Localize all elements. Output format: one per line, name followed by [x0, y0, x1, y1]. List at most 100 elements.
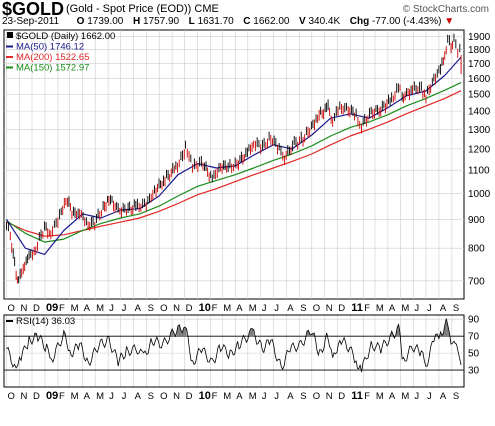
legend-entry: $GOLD (Daily) 1662.00 [16, 31, 115, 42]
price-x-tick-label: D [338, 303, 345, 314]
price-x-tick-label: S [453, 303, 459, 314]
price-x-tick-label: 09 [46, 302, 58, 314]
rsi-x-tick-label: M [96, 391, 104, 402]
price-x-tick-label: F [364, 303, 370, 314]
change-label: Chg [349, 16, 370, 27]
legend-entry: MA(50) 1746.12 [16, 42, 84, 53]
price-y-tick-label: 1700 [468, 59, 491, 70]
rsi-overbought-fill [170, 329, 174, 337]
chart-title: $GOLD [2, 0, 64, 20]
rsi-x-tick-label: S [300, 391, 306, 402]
rsi-x-tick-label: J [262, 391, 267, 402]
high-value: 1757.90 [142, 16, 180, 27]
rsi-x-tick-label: A [135, 391, 142, 402]
legend-entry: MA(150) 1572.97 [16, 63, 89, 74]
price-x-tick-label: O [8, 303, 15, 314]
price-x-tick-label: A [84, 303, 91, 314]
rsi-x-tick-label: A [84, 391, 91, 402]
rsi-y-tick-label: 90 [468, 315, 480, 326]
rsi-x-tick-label: A [440, 391, 447, 402]
rsi-x-tick-label: F [364, 391, 370, 402]
rsi-overbought-fill [249, 328, 254, 337]
price-x-tick-label: M [223, 303, 231, 314]
rsi-x-tick-label: M [249, 391, 257, 402]
price-x-tick-label: D [186, 303, 193, 314]
price-x-tick-label: O [313, 303, 320, 314]
rsi-x-tick-label: A [236, 391, 243, 402]
rsi-y-tick-label: 30 [468, 366, 480, 377]
price-x-tick-label: N [20, 303, 27, 314]
price-y-tick-label: 1600 [468, 74, 491, 85]
rsi-x-tick-label: O [8, 391, 15, 402]
symbol: $GOLD [2, 0, 65, 19]
change-value: -77.00 (-4.43%) [371, 16, 442, 27]
rsi-y-tick-label: 50 [468, 349, 480, 360]
legend-swatch [7, 32, 13, 38]
rsi-legend-entry: RSI(14) 36.03 [16, 316, 75, 327]
rsi-x-tick-label: N [173, 391, 180, 402]
volume-value: 340.4K [308, 16, 341, 27]
price-y-tick-label: 1500 [468, 90, 491, 101]
price-x-tick-label: M [401, 303, 409, 314]
price-x-tick-label: 11 [351, 302, 363, 314]
price-y-tick-label: 1000 [468, 189, 491, 200]
close-value: 1662.00 [253, 16, 290, 27]
price-x-tick-label: N [326, 303, 333, 314]
price-x-tick-label: J [274, 303, 279, 314]
price-x-tick-label: F [59, 303, 65, 314]
rsi-x-tick-label: O [313, 391, 320, 402]
rsi-x-tick-label: O [160, 391, 167, 402]
open-value: 1739.00 [87, 16, 124, 27]
price-x-tick-label: M [249, 303, 257, 314]
rsi-x-tick-label: D [186, 391, 193, 402]
price-x-tick-label: M [96, 303, 104, 314]
description: (Gold - Spot Price (EOD)) [66, 3, 192, 15]
price-y-tick-label: 800 [468, 244, 485, 255]
rsi-x-tick-label: S [453, 391, 459, 402]
rsi-x-tick-label: 10 [199, 390, 211, 402]
price-y-tick-label: 1100 [468, 166, 490, 177]
chart-subtitle: (Gold - Spot Price (EOD)) CME [66, 3, 219, 15]
price-x-tick-label: A [440, 303, 447, 314]
ma150-line [6, 82, 462, 243]
date: 23-Sep-2011 [2, 16, 60, 27]
price-x-tick-label: J [427, 303, 432, 314]
rsi-x-tick-label: N [20, 391, 27, 402]
rsi-x-tick-label: J [274, 391, 279, 402]
price-x-tick-label: J [414, 303, 419, 314]
price-x-tick-label: F [212, 303, 218, 314]
price-y-tick-label: 900 [468, 215, 485, 226]
rsi-x-tick-label: 09 [46, 390, 58, 402]
price-x-tick-label: A [287, 303, 294, 314]
rsi-x-tick-label: J [427, 391, 432, 402]
price-x-tick-label: J [262, 303, 267, 314]
price-y-tick-label: 1900 [468, 32, 491, 43]
price-x-tick-label: M [376, 303, 384, 314]
price-y-tick-label: 1800 [468, 45, 491, 56]
price-y-tick-label: 700 [468, 276, 485, 287]
rsi-x-tick-label: M [376, 391, 384, 402]
low-value: 1631.70 [197, 16, 234, 27]
change-down-icon: ▼ [444, 16, 455, 27]
price-x-tick-label: M [71, 303, 79, 314]
high-label: H [132, 16, 141, 27]
rsi-x-tick-label: A [389, 391, 396, 402]
watermark: © StockCharts.com [403, 4, 489, 15]
rsi-x-tick-label: F [59, 391, 65, 402]
legend-entry: MA(200) 1522.65 [16, 52, 89, 63]
price-y-tick-label: 1200 [468, 144, 491, 155]
price-x-tick-label: D [33, 303, 40, 314]
rsi-y-tick-label: 70 [468, 332, 480, 343]
price-x-tick-label: 10 [199, 302, 211, 314]
rsi-x-tick-label: S [148, 391, 154, 402]
price-y-tick-label: 1300 [468, 125, 491, 136]
rsi-x-tick-label: A [287, 391, 294, 402]
exchange: CME [194, 3, 219, 15]
price-x-tick-label: N [173, 303, 180, 314]
watermark-text: © StockCharts.com [402, 4, 489, 15]
rsi-x-tick-label: M [401, 391, 409, 402]
rsi-line [6, 318, 462, 373]
open-label: O [76, 16, 85, 27]
rsi-x-tick-label: N [326, 391, 333, 402]
rsi-x-tick-label: M [223, 391, 231, 402]
